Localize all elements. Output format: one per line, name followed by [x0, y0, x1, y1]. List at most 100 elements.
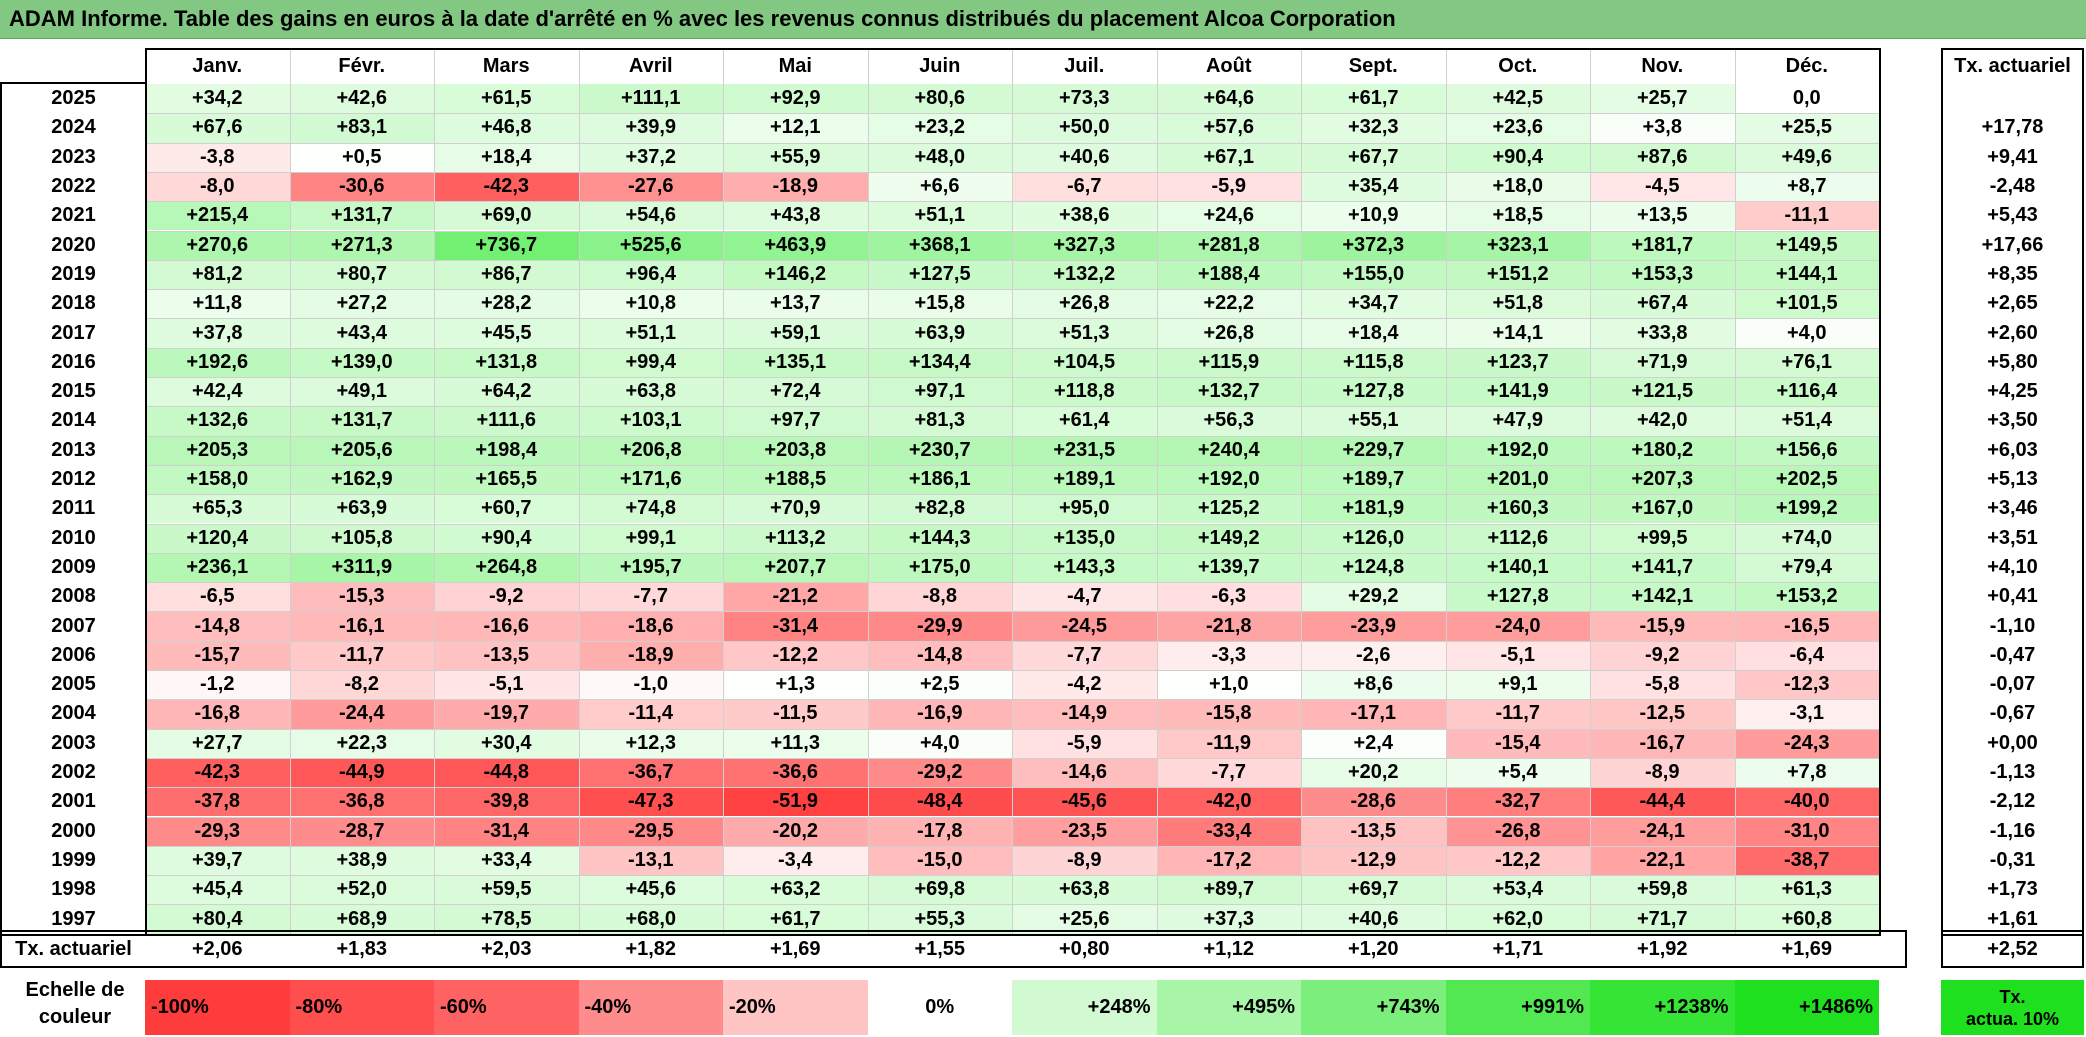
table-cell: -24,4	[289, 699, 434, 729]
table-cell: +111,6	[434, 406, 579, 436]
table-cell: -47,3	[578, 787, 723, 817]
row-year: 2023	[51, 145, 96, 168]
footer-tx-actuariel: +2,52	[1987, 937, 2038, 960]
grid-line	[145, 670, 1879, 671]
table-cell: -14,8	[867, 640, 1012, 670]
row-tx-actuariel: -2,12	[1989, 790, 2036, 813]
table-cell: -13,5	[434, 640, 579, 670]
grid-line	[145, 201, 1879, 203]
table-cell: +32,3	[1301, 113, 1446, 143]
row-tx-actuariel: +3,51	[1987, 526, 2038, 549]
grid-line	[145, 347, 1879, 349]
table-cell: -44,9	[289, 757, 434, 788]
table-cell: +45,4	[145, 875, 290, 905]
table-cell: -18,6	[578, 611, 723, 641]
row-year: 2015	[51, 380, 96, 403]
row-tx-actuariel: +1,73	[1987, 878, 2038, 901]
table-cell: +192,0	[1156, 464, 1301, 495]
table-cell: +198,4	[434, 435, 579, 465]
table-cell: +40,6	[1301, 904, 1446, 934]
table-cell: +34,2	[145, 84, 290, 114]
grid-line	[145, 699, 1879, 701]
table-cell: +229,7	[1301, 435, 1446, 465]
row-tx-actuariel: +17,78	[1981, 116, 2044, 139]
grid-line	[1734, 50, 1736, 934]
table-cell: -14,8	[145, 611, 290, 641]
row-year: 2017	[51, 321, 96, 344]
table-cell: +86,7	[434, 259, 579, 290]
table-cell: +51,4	[1734, 406, 1879, 436]
table-cell: -2,6	[1301, 640, 1446, 670]
table-cell: +199,2	[1734, 494, 1879, 524]
table-cell: +264,8	[434, 552, 579, 583]
table-cell: +18,0	[1445, 171, 1590, 202]
table-cell: -11,7	[1445, 699, 1590, 729]
table-cell: +57,6	[1156, 113, 1301, 143]
table-cell: +74,0	[1734, 523, 1879, 553]
table-cell: +240,4	[1156, 435, 1301, 465]
table-cell: +270,6	[145, 230, 290, 260]
footer-cell: +1,69	[769, 937, 821, 960]
table-cell: +236,1	[145, 552, 290, 583]
table-cell: +45,5	[434, 318, 579, 348]
table-cell: -15,7	[145, 640, 290, 670]
table-cell: -16,6	[434, 611, 579, 641]
color-scale-swatch: -60%	[434, 980, 579, 1035]
table-cell: +189,1	[1012, 464, 1157, 495]
table-cell: +181,9	[1301, 494, 1446, 524]
table-cell: +125,2	[1156, 494, 1301, 524]
table-cell: -5,1	[434, 670, 579, 700]
table-cell: -6,3	[1156, 582, 1301, 612]
table-cell: +104,5	[1012, 347, 1157, 377]
table-cell: +29,2	[1301, 582, 1446, 612]
table-cell: +2,4	[1301, 728, 1446, 758]
table-cell: -6,5	[145, 582, 290, 612]
table-cell: -8,0	[145, 171, 290, 202]
table-cell: -7,7	[1156, 757, 1301, 788]
month-header: Sept.	[1348, 54, 1398, 77]
table-cell: +143,3	[1012, 552, 1157, 583]
table-cell: -24,3	[1734, 728, 1879, 758]
grid-line	[145, 142, 1879, 144]
table-cell: -29,3	[145, 816, 290, 846]
table-cell: +368,1	[867, 230, 1012, 260]
table-cell: -23,9	[1301, 611, 1446, 641]
table-cell: +61,5	[434, 84, 579, 114]
table-cell: +131,8	[434, 347, 579, 377]
grid-line	[1301, 50, 1302, 934]
table-cell: +8,7	[1734, 171, 1879, 202]
grid-line	[145, 816, 1879, 818]
table-cell: +135,1	[723, 347, 868, 377]
grid-line	[145, 464, 1879, 466]
table-cell: +127,5	[867, 259, 1012, 290]
row-tx-actuariel: +17,66	[1981, 233, 2044, 256]
footer-cell: +1,83	[336, 937, 388, 960]
row-year: 2007	[51, 614, 96, 637]
table-cell: +10,8	[578, 289, 723, 319]
color-scale-swatch: -100%	[145, 980, 290, 1035]
table-cell: +207,7	[723, 552, 868, 583]
table-cell: +69,0	[434, 201, 579, 231]
table-cell: +60,8	[1734, 904, 1879, 934]
table-cell: -6,4	[1734, 640, 1879, 670]
row-tx-actuariel: +9,41	[1987, 145, 2038, 168]
table-cell: -42,3	[145, 757, 290, 788]
table-cell: -11,1	[1734, 201, 1879, 231]
grid-line	[289, 50, 291, 934]
grid-line	[145, 611, 1879, 613]
color-scale-swatch: -20%	[723, 980, 868, 1035]
grid-line	[145, 875, 1879, 877]
table-cell: +3,8	[1590, 113, 1735, 143]
table-cell: +132,7	[1156, 377, 1301, 407]
color-scale-swatch: +1238%	[1590, 980, 1735, 1035]
table-cell: +131,7	[289, 406, 434, 436]
table-cell: -16,9	[867, 699, 1012, 729]
table-cell: -12,2	[1445, 845, 1590, 876]
month-header: Juil.	[1064, 54, 1105, 77]
table-cell: +158,0	[145, 464, 290, 495]
row-year: 2025	[51, 87, 96, 110]
row-tx-actuariel: +0,00	[1987, 731, 2038, 754]
table-cell: -15,3	[289, 582, 434, 612]
table-cell: -19,7	[434, 699, 579, 729]
table-cell: +33,8	[1590, 318, 1735, 348]
